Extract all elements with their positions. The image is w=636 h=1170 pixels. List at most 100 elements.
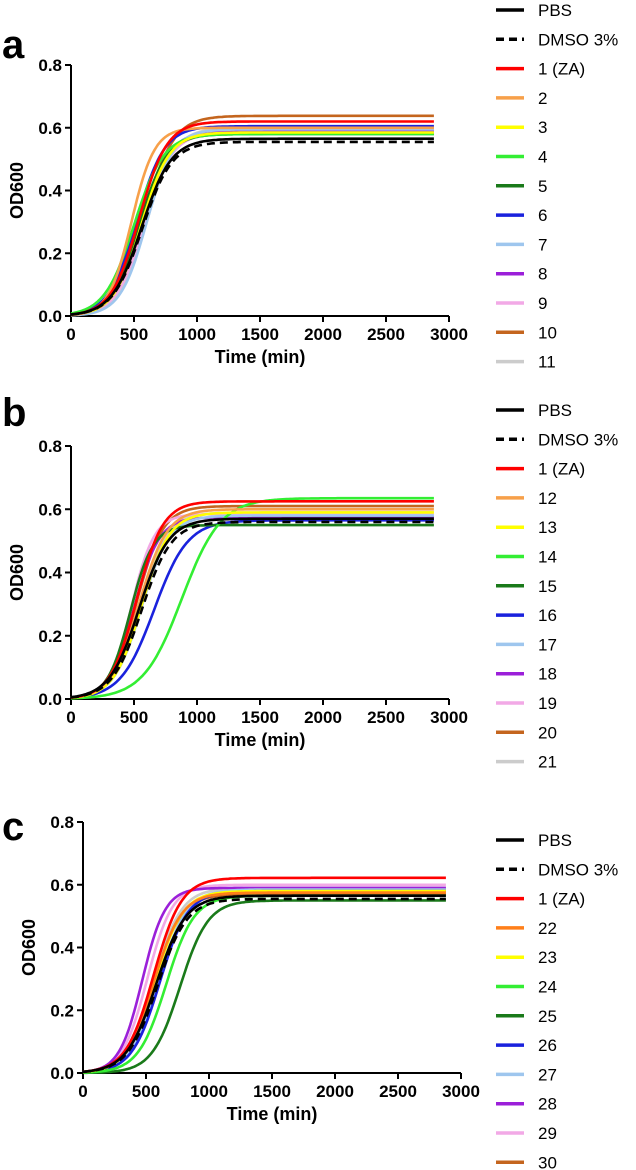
series-line-7 (70, 132, 434, 316)
y-tick-label: 0.4 (38, 182, 62, 201)
legend: PBS DMSO 3% 1 (ZA) 2 3 4 5 6 7 8 9 10 11 (496, 1, 618, 372)
panel-letter: a (2, 23, 25, 67)
series-line-6 (83, 894, 446, 1074)
x-tick-label: 3000 (442, 1082, 480, 1101)
y-tick-label: 0.6 (38, 500, 62, 519)
y-tick-label: 0.4 (50, 939, 74, 958)
y-axis-title: OD600 (7, 544, 27, 601)
x-tick-label: 500 (120, 325, 148, 344)
x-tick-label: 0 (66, 708, 75, 727)
legend-label: 25 (538, 1007, 557, 1026)
legend-label: 28 (538, 1095, 557, 1114)
legend-label: 6 (538, 206, 547, 225)
legend-label: PBS (538, 1, 572, 20)
y-tick-label: 0.8 (38, 56, 62, 75)
series-line-4 (70, 126, 434, 317)
x-tick-label: 1500 (241, 325, 279, 344)
x-tick-label: 1000 (178, 708, 216, 727)
y-axis-title: OD600 (19, 919, 39, 976)
series-line-9 (70, 128, 434, 317)
series-line-4 (82, 891, 446, 1074)
series-line-3 (82, 876, 446, 1073)
series-line-7 (70, 523, 434, 700)
legend-label: 19 (538, 694, 557, 713)
y-tick-label: 0.8 (38, 437, 62, 456)
legend-label: 1 (ZA) (538, 460, 585, 479)
legend-label: 2 (538, 89, 547, 108)
series-line-11 (82, 883, 446, 1074)
series-line-2 (82, 897, 446, 1074)
legend-label: 22 (538, 919, 557, 938)
legend-label: 12 (538, 489, 557, 508)
y-tick-label: 0.4 (38, 564, 62, 583)
legend-label: 30 (538, 1153, 557, 1170)
legend-label: 20 (538, 723, 557, 742)
series-line-10 (82, 886, 446, 1074)
x-tick-label: 0 (78, 1082, 87, 1101)
series-line-8 (70, 124, 434, 316)
x-tick-label: 2500 (379, 1082, 417, 1101)
y-tick-label: 0.6 (38, 119, 62, 138)
x-tick-label: 3000 (430, 325, 468, 344)
panel-a: a 0.0 0.2 0.4 0.6 0.8 0 500 1000 1500 2000 2500 3000… (2, 1, 618, 372)
legend-label: 23 (538, 948, 557, 967)
y-axis-title: OD600 (7, 162, 27, 219)
y-tick-label: 0.2 (38, 244, 62, 263)
panel-letter: b (2, 391, 26, 435)
x-tick-label: 2000 (304, 708, 342, 727)
series-line-1 (70, 517, 434, 699)
series-line-12 (82, 892, 446, 1074)
legend-label: 21 (538, 753, 557, 772)
series-line-3 (70, 120, 434, 316)
y-tick-label: 0.2 (38, 627, 62, 646)
legend-label: 11 (538, 353, 556, 372)
legend-label: 9 (538, 294, 547, 313)
series-line-2 (70, 520, 434, 699)
x-tick-label: 500 (132, 1082, 160, 1101)
series-line-2 (70, 140, 434, 316)
x-tick-label: 3000 (430, 708, 468, 727)
legend-label: 10 (538, 323, 557, 342)
series-line-5 (70, 131, 434, 317)
series-line-8 (82, 889, 446, 1074)
x-tick-label: 1500 (253, 1082, 291, 1101)
panel-c: c 0.0 0.2 0.4 0.6 0.8 0 500 1000 1500 2000 2500 3000… (2, 805, 618, 1170)
panel-letter: c (2, 805, 24, 849)
series-line-3 (70, 500, 434, 699)
y-tick-label: 0.2 (50, 1001, 74, 1020)
series-line-8 (70, 519, 434, 699)
legend-label: 14 (538, 548, 557, 567)
series-curves (82, 876, 446, 1075)
legend-label: DMSO 3% (538, 30, 618, 49)
x-tick-label: 1000 (190, 1082, 228, 1101)
series-line-6 (70, 132, 434, 315)
legend-label: DMSO 3% (538, 860, 618, 879)
legend-label: 18 (538, 665, 557, 684)
x-axis-title: Time (min) (215, 347, 306, 367)
legend-label: 5 (538, 177, 547, 196)
legend-label: 1 (ZA) (538, 60, 585, 79)
legend-label: PBS (538, 401, 572, 420)
series-curves (70, 114, 434, 317)
legend-label: 13 (538, 518, 557, 537)
series-line-4 (70, 508, 434, 699)
legend-label: 4 (538, 148, 547, 167)
legend-label: 29 (538, 1124, 557, 1143)
legend-label: DMSO 3% (538, 430, 618, 449)
panel-b: b 0.0 0.2 0.4 0.6 0.8 0 500 1000 1500 2000 2500 3000… (2, 391, 618, 772)
legend-label: 26 (538, 1036, 557, 1055)
legend-label: 24 (538, 978, 557, 997)
legend-label: 17 (538, 635, 557, 654)
series-line-1 (82, 894, 446, 1073)
y-tick-label: 0.0 (38, 307, 62, 326)
x-axis-title: Time (min) (227, 1104, 318, 1124)
series-curves (70, 496, 434, 700)
legend: PBS DMSO 3% 1 (ZA) 12 13 14 15 16 17 18 19 20 21 (496, 401, 618, 772)
x-tick-label: 500 (120, 708, 148, 727)
y-tick-label: 0.6 (50, 876, 74, 895)
y-tick-label: 0.0 (38, 690, 62, 709)
y-tick-label: 0.0 (50, 1064, 74, 1083)
x-tick-label: 2500 (367, 708, 405, 727)
